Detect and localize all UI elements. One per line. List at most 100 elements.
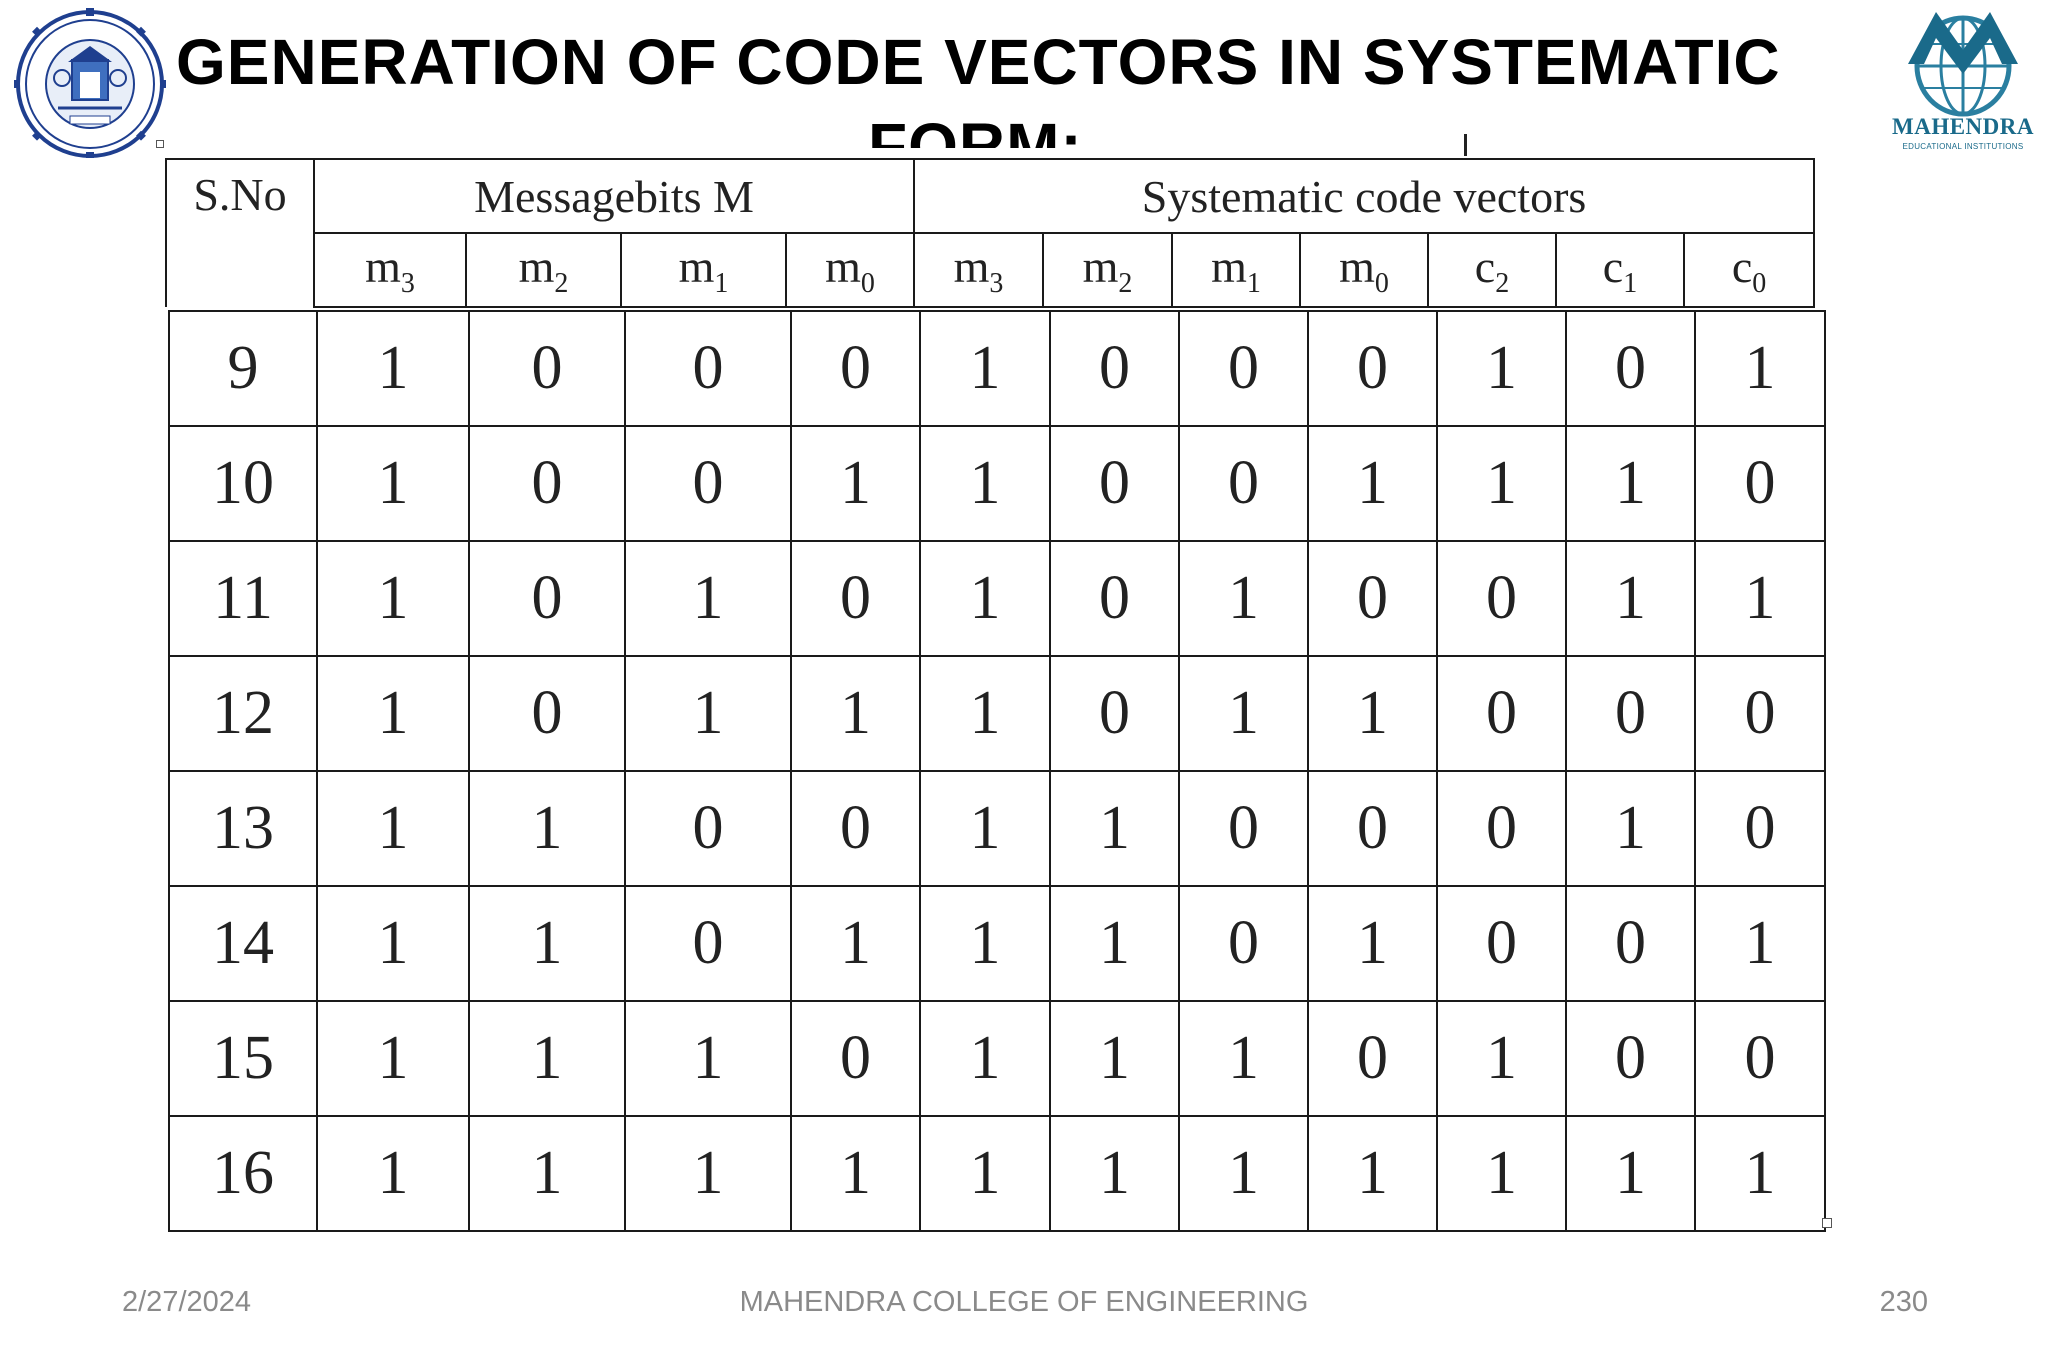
stray-cursor-mark [1464,134,1467,156]
sub-header: m3 [313,232,467,308]
page-title: GENERATION OF CODE VECTORS IN SYSTEMATIC [176,26,1781,98]
code-bit-cell: 1 [1307,1115,1438,1232]
sno-cell: 10 [168,425,318,542]
table-row: 14 1 1 0 1 1 1 0 1 0 0 1 [168,885,1826,1002]
code-bit-cell: 0 [1307,540,1438,657]
page-title-line2: FORM: [868,110,1083,148]
message-bit-cell: 1 [468,1115,626,1232]
code-bit-cell: 0 [1307,1000,1438,1117]
sno-header: S.No [165,158,315,307]
code-bit-cell: 0 [1565,1000,1696,1117]
code-bit-cell: 0 [1565,310,1696,427]
code-bit-cell: 0 [1565,885,1696,1002]
sub-header: m2 [1042,232,1174,308]
sub-header-row: m3 m2 m1 m0 m3 m2 m1 m0 c2 c1 c0 [166,232,1816,308]
college-seal-icon [14,8,166,158]
code-bit-cell: 1 [1565,770,1696,887]
code-bit-cell: 1 [919,310,1051,427]
sno-cell: 11 [168,540,318,657]
message-bit-cell: 1 [624,655,792,772]
message-bit-cell: 0 [790,540,921,657]
code-bit-cell: 1 [1049,1000,1180,1117]
table-row: 12 1 0 1 1 1 0 1 1 0 0 0 [168,655,1826,772]
code-bit-cell: 0 [1178,770,1309,887]
table-row: 11 1 0 1 0 1 0 1 0 0 1 1 [168,540,1826,657]
message-bit-cell: 1 [790,1115,921,1232]
code-bit-cell: 1 [1049,1115,1180,1232]
code-bit-cell: 0 [1049,425,1180,542]
code-bit-cell: 0 [1565,655,1696,772]
code-bit-cell: 1 [1436,310,1567,427]
code-bit-cell: 1 [1694,885,1826,1002]
sub-header: m0 [1299,232,1430,308]
code-bit-cell: 0 [1694,1000,1826,1117]
message-bits-header: Messagebits M [312,158,916,234]
code-bit-cell: 1 [1178,540,1309,657]
mahendra-logo-subtext: EDUCATIONAL INSTITUTIONS [1902,142,2024,151]
message-bit-cell: 1 [316,655,470,772]
code-table-body: 9 1 0 0 0 1 0 0 0 1 0 1 10 1 0 0 1 1 0 0 1 1 1 0 11 1 0 1 0 1 0 1 0 0 1 1 12… [168,310,1826,1232]
code-bit-cell: 0 [1049,655,1180,772]
message-bit-cell: 0 [468,655,626,772]
sub-header: m1 [1171,232,1302,308]
footer-page-number: 230 [1879,1286,1928,1318]
sno-cell: 15 [168,1000,318,1117]
code-bit-cell: 1 [1307,425,1438,542]
table-row: 10 1 0 0 1 1 0 0 1 1 1 0 [168,425,1826,542]
code-bit-cell: 0 [1049,540,1180,657]
message-bit-cell: 1 [790,655,921,772]
message-bit-cell: 1 [316,770,470,887]
code-bit-cell: 0 [1307,770,1438,887]
code-bit-cell: 1 [1565,1115,1696,1232]
code-bit-cell: 1 [1049,885,1180,1002]
code-bit-cell: 1 [919,1000,1051,1117]
code-bit-cell: 0 [1436,655,1567,772]
sub-header: c1 [1555,232,1686,308]
message-bit-cell: 1 [624,1000,792,1117]
code-bit-cell: 0 [1178,425,1309,542]
resize-handle-bottom [1822,1218,1832,1228]
code-bit-cell: 1 [1178,655,1309,772]
code-table-header: S.No Messagebits M Systematic code vecto… [165,158,1816,308]
title-region: GENERATION OF CODE VECTORS IN SYSTEMATIC… [150,10,1870,148]
code-bit-cell: 0 [1694,655,1826,772]
code-bit-cell: 1 [1694,310,1826,427]
code-bit-cell: 0 [1694,425,1826,542]
code-bit-cell: 1 [1436,1115,1567,1232]
code-bit-cell: 1 [919,770,1051,887]
message-bit-cell: 0 [624,770,792,887]
message-bit-cell: 1 [316,1000,470,1117]
footer-date: 2/27/2024 [122,1286,252,1318]
sub-header: m2 [465,232,622,308]
sno-cell: 9 [168,310,318,427]
message-bit-cell: 1 [624,540,792,657]
code-bit-cell: 0 [1049,310,1180,427]
code-bit-cell: 1 [1307,885,1438,1002]
message-bit-cell: 1 [468,1000,626,1117]
code-bit-cell: 1 [1049,770,1180,887]
code-bit-cell: 1 [919,885,1051,1002]
code-bit-cell: 1 [1565,425,1696,542]
message-bit-cell: 0 [624,425,792,542]
code-bit-cell: 0 [1436,770,1567,887]
message-bit-cell: 1 [468,770,626,887]
sno-cell: 13 [168,770,318,887]
message-bit-cell: 0 [790,770,921,887]
code-bit-cell: 1 [1436,1000,1567,1117]
code-bit-cell: 1 [1565,540,1696,657]
code-bit-cell: 0 [1436,885,1567,1002]
sub-header: m3 [913,232,1045,308]
table-row: 15 1 1 1 0 1 1 1 0 1 0 0 [168,1000,1826,1117]
message-bit-cell: 1 [316,885,470,1002]
message-bit-cell: 0 [468,310,626,427]
sub-header: c2 [1427,232,1558,308]
code-bit-cell: 0 [1178,310,1309,427]
message-bit-cell: 1 [316,1115,470,1232]
code-bit-cell: 1 [1694,540,1826,657]
code-bit-cell: 0 [1178,885,1309,1002]
mahendra-globe-icon [1908,12,2018,117]
message-bit-cell: 0 [790,1000,921,1117]
code-bit-cell: 0 [1694,770,1826,887]
code-bit-cell: 1 [919,655,1051,772]
